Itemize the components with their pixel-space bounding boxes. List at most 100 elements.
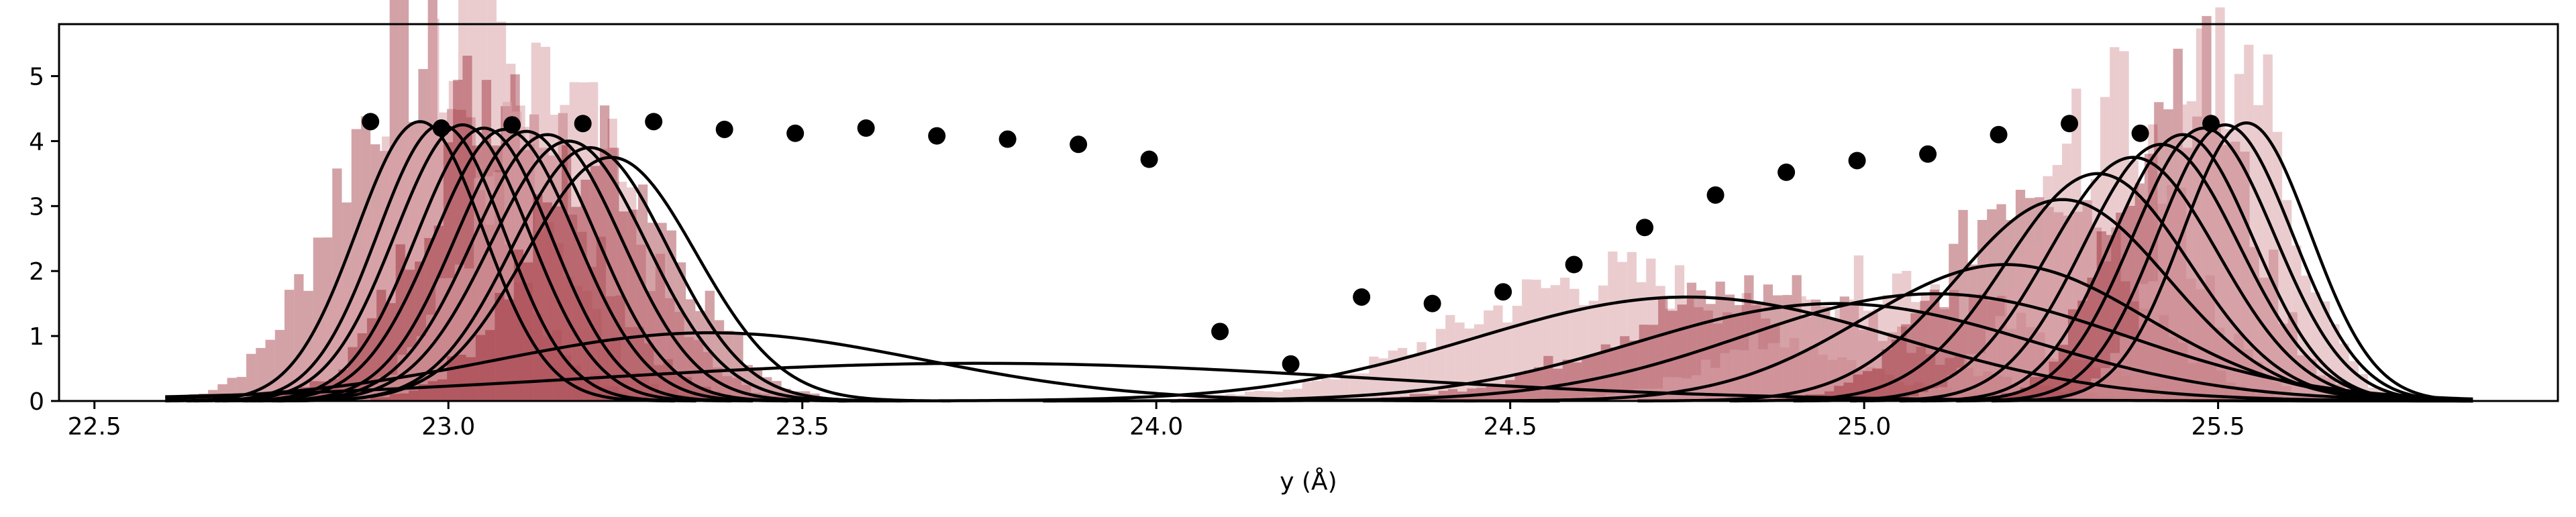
- histogram-bar: [1863, 310, 1873, 401]
- histogram-bar: [409, 390, 419, 401]
- histogram-bar: [416, 336, 426, 401]
- histogram-bar: [1686, 282, 1697, 401]
- y-tick-label: 4: [29, 128, 44, 156]
- scatter-point: [1282, 355, 1300, 373]
- scatter-point: [1706, 186, 1724, 204]
- histogram-bar: [1939, 307, 1949, 401]
- histogram-bar: [1311, 380, 1321, 401]
- histogram-bar: [1700, 359, 1711, 401]
- histogram-bar: [1749, 331, 1759, 401]
- histogram-bar: [1825, 321, 1835, 401]
- histogram-bar: [2071, 89, 2081, 401]
- histogram-bar: [2058, 345, 2068, 401]
- histogram-bar: [1872, 368, 1882, 401]
- histogram-bar: [2004, 288, 2014, 401]
- histogram-bar: [1534, 367, 1544, 401]
- histogram-bar: [1302, 382, 1312, 401]
- histogram-bar: [1321, 374, 1331, 401]
- histogram-bar: [1787, 308, 1797, 401]
- histogram-bar: [504, 299, 514, 401]
- x-axis-label: y (Å): [1280, 467, 1337, 496]
- scatter-point: [503, 116, 521, 134]
- scatter-point: [857, 119, 875, 137]
- scatter-point: [998, 130, 1017, 148]
- histogram-bar: [1562, 359, 1572, 401]
- gaussian-fit-curve: [1793, 156, 2473, 403]
- scatter-point: [1070, 135, 1088, 154]
- histogram-bar: [1560, 278, 1570, 401]
- histogram-bar: [1512, 306, 1523, 401]
- histogram-bar: [1648, 325, 1659, 401]
- histogram-bar: [483, 176, 493, 401]
- histogram-bar: [2014, 255, 2024, 401]
- histogram-bar: [1891, 339, 1901, 401]
- scatter-point: [928, 127, 946, 145]
- x-tick-label: 25.5: [2192, 413, 2245, 441]
- histogram-bar: [619, 211, 629, 401]
- histogram-bar: [607, 118, 617, 402]
- histogram-bar: [2167, 183, 2177, 401]
- scatter-point: [645, 113, 663, 131]
- histogram-bar: [1901, 324, 1911, 401]
- histogram-bar: [1920, 295, 1930, 401]
- histogram-bar: [521, 127, 531, 401]
- gaussian-fit-curve: [1729, 172, 2466, 403]
- histogram-bar: [571, 207, 581, 401]
- x-tick-label: 23.0: [421, 413, 475, 441]
- y-tick-label: 1: [29, 323, 44, 351]
- histogram-bar: [464, 268, 474, 401]
- gaussian-fit-curve: [257, 139, 880, 403]
- histogram-bar: [1720, 353, 1730, 401]
- gaussian-fit-curve: [1992, 121, 2473, 403]
- gaussian-fit-curve: [1920, 126, 2473, 403]
- gaussian-fit-curve: [1899, 133, 2466, 403]
- histogram-bar: [2244, 44, 2254, 401]
- histogram-bar: [2033, 243, 2043, 401]
- histogram-bar: [1598, 285, 1608, 401]
- gaussian-curves-layer: [165, 120, 2473, 403]
- histogram-bar: [2186, 101, 2196, 402]
- histogram-bar: [1958, 210, 1968, 401]
- histogram-bar: [1588, 300, 1598, 401]
- histogram-bar: [655, 253, 666, 401]
- histogram-bar: [1397, 347, 1408, 401]
- histogram-bar: [2224, 129, 2234, 401]
- histogram-bar: [1445, 314, 1455, 401]
- gaussian-fit-curve: [271, 156, 951, 403]
- histogram-bar: [475, 335, 486, 401]
- scatter-point: [1565, 255, 1583, 274]
- histogram-bar: [391, 154, 401, 401]
- histogram-bar: [2096, 231, 2106, 401]
- histogram-bar: [344, 287, 354, 401]
- histogram-bar: [1206, 396, 1217, 401]
- scatter-point: [1636, 219, 1654, 237]
- histogram-bar: [1815, 326, 1826, 401]
- gaussian-fit-curve: [1170, 292, 2473, 403]
- histogram-bar: [2110, 353, 2120, 401]
- histogram-bar: [1655, 286, 1665, 401]
- scatter-point: [1140, 150, 1158, 168]
- histogram-bar: [389, 394, 399, 401]
- scatter-point: [1423, 294, 1441, 312]
- histogram-bar: [1853, 255, 1864, 401]
- histogram-bar: [2001, 393, 2011, 401]
- histogram-bar: [1600, 344, 1610, 401]
- histogram-bar: [315, 327, 325, 401]
- histogram-bar: [427, 381, 437, 401]
- scatter-point: [1353, 288, 1371, 306]
- x-axis-ticks: 22.5 23.0 23.5 24.0 24.5 25.0 25.5: [68, 401, 2245, 441]
- y-tick-label: 2: [29, 258, 44, 286]
- histogram-bar: [493, 172, 503, 401]
- scatter-points-layer: [362, 113, 2220, 373]
- x-tick-label: 25.0: [1837, 413, 1891, 441]
- histogram-bar: [1986, 330, 1996, 401]
- histogram-bar: [1929, 290, 1939, 401]
- histogram-bar: [1617, 262, 1627, 401]
- histogram-bar: [2087, 278, 2097, 401]
- histogram-bar: [665, 298, 675, 401]
- histogram-bar: [1758, 349, 1768, 401]
- histogram-bar: [495, 292, 505, 401]
- scatter-point: [2131, 124, 2149, 142]
